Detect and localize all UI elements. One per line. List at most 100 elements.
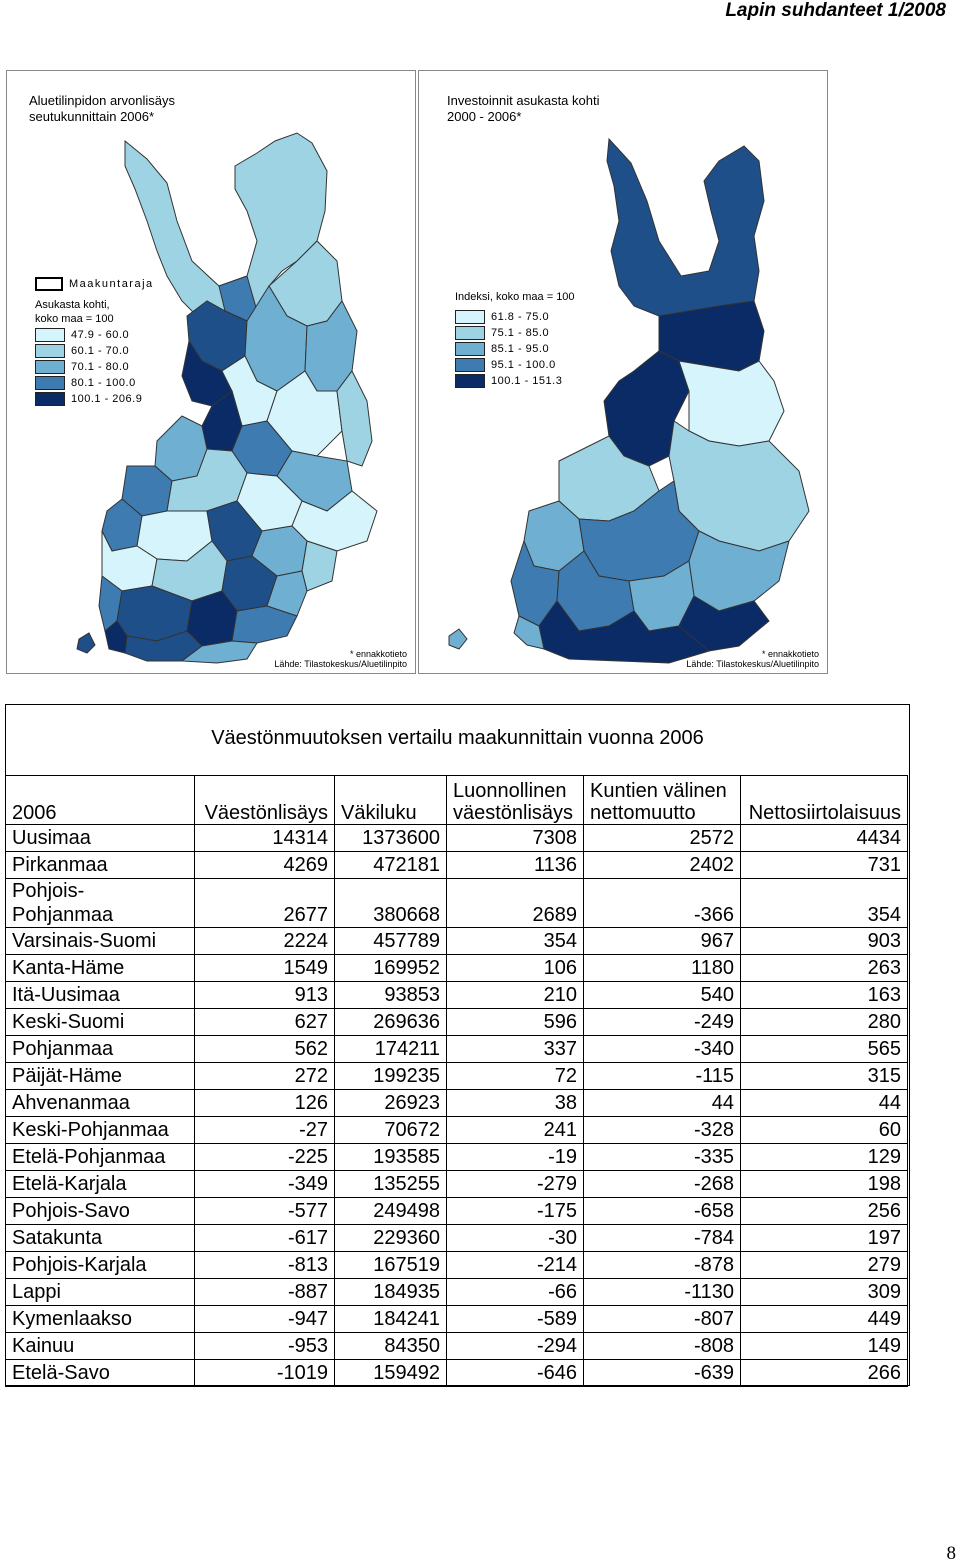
row-net-immigration: 731	[740, 851, 908, 879]
row-net-migration: -249	[583, 1008, 741, 1036]
row-region: Ahvenanmaa	[5, 1089, 195, 1117]
row-net-immigration: 354	[740, 878, 908, 928]
row-net-immigration: 149	[740, 1332, 908, 1360]
legend-right-row-3: 85.1 - 95.0	[455, 341, 575, 357]
row-natural-growth: 241	[446, 1116, 584, 1144]
map-left-title: Aluetilinpidon arvonlisäys seutukunnitta…	[29, 93, 175, 125]
row-region: Pohjois-Savo	[5, 1197, 195, 1225]
row-natural-growth: -19	[446, 1143, 584, 1171]
legend-caption-line1: Asukasta kohti,	[35, 299, 110, 311]
map-left-title-line1: Aluetilinpidon arvonlisäys	[29, 93, 175, 108]
row-population: 380668	[334, 878, 447, 928]
header-natural-growth: Luonnollinen väestönlisäys	[446, 775, 584, 825]
row-net-migration: -807	[583, 1305, 741, 1333]
row-natural-growth: 596	[446, 1008, 584, 1036]
legend-right-swatch-2	[455, 326, 485, 340]
row-population: 193585	[334, 1143, 447, 1171]
table-row: Itä-Uusimaa 913 93853 210 540 163	[5, 981, 908, 1009]
row-population-growth: 272	[194, 1062, 335, 1090]
legend-swatch-3	[35, 360, 65, 374]
row-net-immigration: 256	[740, 1197, 908, 1225]
table-row: Etelä-Karjala -349 135255 -279 -268 198	[5, 1170, 908, 1198]
row-population: 26923	[334, 1089, 447, 1117]
table-row: Kanta-Häme 1549 169952 106 1180 263	[5, 954, 908, 982]
row-region: Itä-Uusimaa	[5, 981, 195, 1009]
header-net-immigration: Nettosiirtolaisuus	[740, 775, 908, 825]
row-population-growth: -947	[194, 1305, 335, 1333]
boundary-key: Maakuntaraja	[35, 277, 154, 291]
table-title: Väestönmuutoksen vertailu maakunnittain …	[211, 727, 704, 749]
row-population: 167519	[334, 1251, 447, 1279]
legend-row-4: 80.1 - 100.0	[35, 375, 154, 391]
table-header-row: 2006 Väestönlisäys Väkiluku Luonnollinen…	[5, 775, 908, 825]
row-population-growth: -577	[194, 1197, 335, 1225]
row-region: Etelä-Savo	[5, 1359, 195, 1387]
row-natural-growth: -30	[446, 1224, 584, 1252]
legend-row-1: 47.9 - 60.0	[35, 327, 154, 343]
table-row: Keski-Suomi 627 269636 596 -249 280	[5, 1008, 908, 1036]
row-region: Lappi	[5, 1278, 195, 1306]
legend-label-2: 60.1 - 70.0	[71, 345, 130, 357]
table-row: Etelä-Pohjanmaa -225 193585 -19 -335 129	[5, 1143, 908, 1171]
row-population-growth: 1549	[194, 954, 335, 982]
row-net-migration: -658	[583, 1197, 741, 1225]
table-row: Pohjois-Savo -577 249498 -175 -658 256	[5, 1197, 908, 1225]
row-population: 184241	[334, 1305, 447, 1333]
legend-caption-line2: koko maa = 100	[35, 313, 114, 325]
map-left-note: * ennakkotieto	[349, 649, 407, 659]
row-population-growth: -887	[194, 1278, 335, 1306]
legend-right-swatch-1	[455, 310, 485, 324]
map-finland-value-added	[76, 132, 378, 664]
row-region: Keski-Suomi	[5, 1008, 195, 1036]
population-table-box: Väestönmuutoksen vertailu maakunnittain …	[5, 704, 910, 1387]
legend-right-row-4: 95.1 - 100.0	[455, 357, 575, 373]
row-net-immigration: 4434	[740, 824, 908, 852]
map-panel-investments: Investoinnit asukasta kohti 2000 - 2006*…	[418, 70, 828, 674]
row-net-migration: -1130	[583, 1278, 741, 1306]
table-row: Uusimaa 14314 1373600 7308 2572 4434	[5, 824, 908, 852]
map-right-note: * ennakkotieto	[761, 649, 819, 659]
header-net-migration-line2: nettomuutto	[590, 802, 696, 824]
legend-label-5: 100.1 - 206.9	[71, 393, 143, 405]
row-population: 199235	[334, 1062, 447, 1090]
table-row: Kainuu -953 84350 -294 -808 149	[5, 1332, 908, 1360]
map-right-title: Investoinnit asukasta kohti 2000 - 2006*	[447, 93, 599, 125]
legend-right-label-1: 61.8 - 75.0	[491, 311, 550, 323]
row-region: Pohjois-Karjala	[5, 1251, 195, 1279]
row-region: Pirkanmaa	[5, 851, 195, 879]
row-natural-growth: -294	[446, 1332, 584, 1360]
row-population-growth: -225	[194, 1143, 335, 1171]
row-population: 70672	[334, 1116, 447, 1144]
row-natural-growth: 1136	[446, 851, 584, 879]
table-row: Pohjanmaa 562 174211 337 -340 565	[5, 1035, 908, 1063]
row-net-immigration: 60	[740, 1116, 908, 1144]
header-net-migration: Kuntien välinen nettomuutto	[583, 775, 741, 825]
row-region: Kymenlaakso	[5, 1305, 195, 1333]
row-region: Varsinais-Suomi	[5, 927, 195, 955]
table-row: Pohjois- Pohjanmaa 2677 380668 2689 -366 354	[5, 878, 908, 928]
row-natural-growth: 7308	[446, 824, 584, 852]
row-natural-growth: 337	[446, 1035, 584, 1063]
row-population: 229360	[334, 1224, 447, 1252]
legend-right-row-1: 61.8 - 75.0	[455, 309, 575, 325]
row-region: Pohjanmaa	[5, 1035, 195, 1063]
legend-right-row-2: 75.1 - 85.0	[455, 325, 575, 341]
row-net-immigration: 198	[740, 1170, 908, 1198]
row-population: 169952	[334, 954, 447, 982]
row-population: 184935	[334, 1278, 447, 1306]
row-population: 135255	[334, 1170, 447, 1198]
row-population: 269636	[334, 1008, 447, 1036]
row-natural-growth: 38	[446, 1089, 584, 1117]
row-net-migration: -639	[583, 1359, 741, 1387]
row-population: 457789	[334, 927, 447, 955]
row-natural-growth: 354	[446, 927, 584, 955]
row-region: Keski-Pohjanmaa	[5, 1116, 195, 1144]
row-population-growth: 14314	[194, 824, 335, 852]
map-right-source: * ennakkotieto Lähde: Tilastokeskus/Alue…	[686, 649, 819, 669]
header-year: 2006	[5, 775, 195, 825]
table-row: Etelä-Savo -1019 159492 -646 -639 266	[5, 1359, 908, 1387]
legend-label-4: 80.1 - 100.0	[71, 377, 136, 389]
row-region: Satakunta	[5, 1224, 195, 1252]
row-net-migration: 2402	[583, 851, 741, 879]
row-natural-growth: -589	[446, 1305, 584, 1333]
